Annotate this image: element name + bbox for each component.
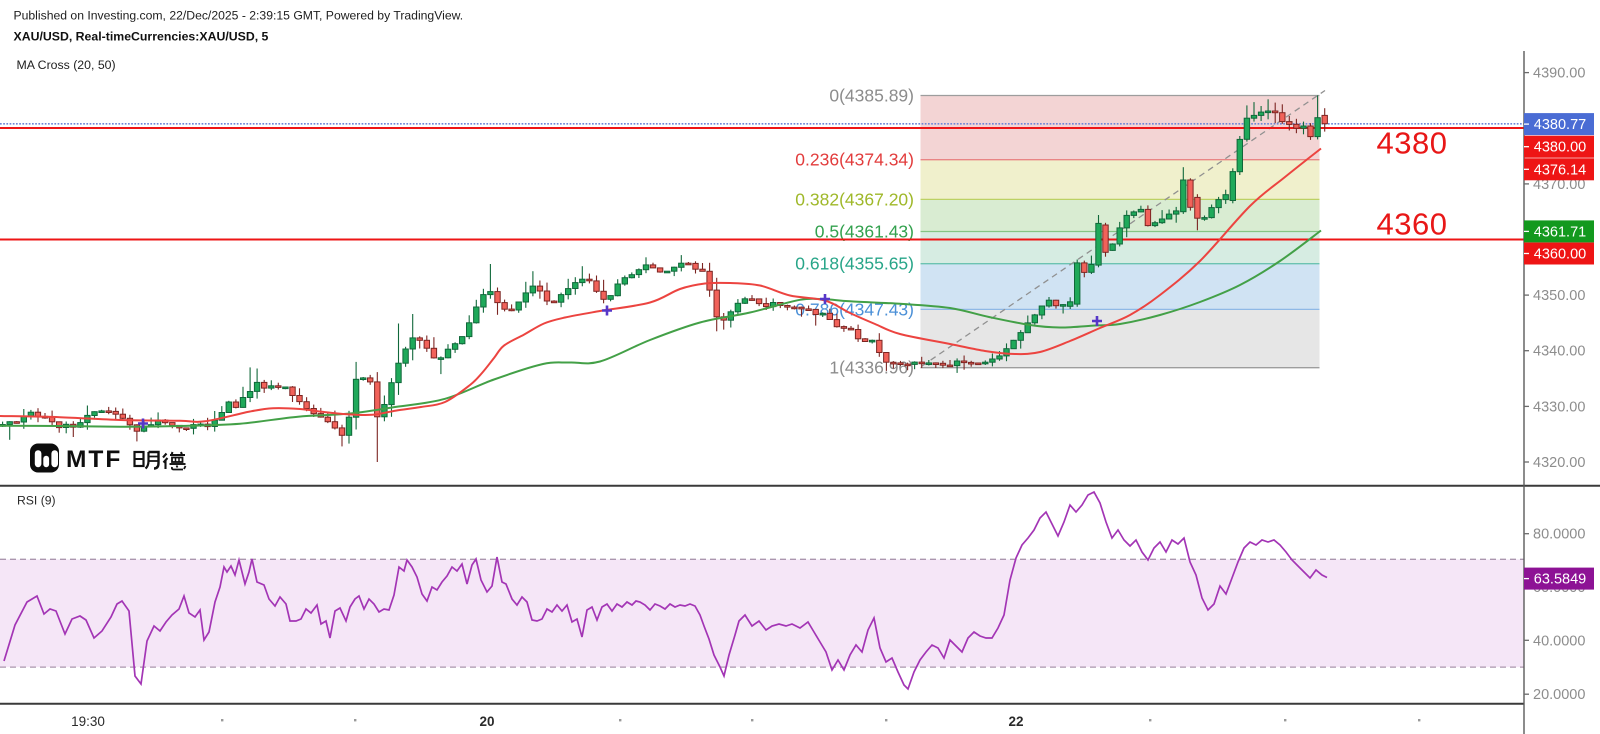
svg-text:XAU/USD, Real-timeCurrencies:X: XAU/USD, Real-timeCurrencies:XAU/USD, 5 bbox=[14, 30, 269, 44]
svg-text:4380.77: 4380.77 bbox=[1534, 117, 1586, 133]
svg-text:22: 22 bbox=[1008, 714, 1023, 729]
svg-text:MA Cross (20, 50): MA Cross (20, 50) bbox=[17, 58, 116, 72]
svg-text:4390.00: 4390.00 bbox=[1533, 66, 1585, 82]
svg-text:4360: 4360 bbox=[1377, 207, 1448, 242]
svg-text:0.382(4367.20): 0.382(4367.20) bbox=[795, 189, 914, 209]
svg-text:4361.71: 4361.71 bbox=[1534, 224, 1586, 240]
svg-text:63.5849: 63.5849 bbox=[1534, 572, 1586, 588]
svg-text:MTF: MTF bbox=[66, 446, 122, 473]
svg-text:4360.00: 4360.00 bbox=[1534, 247, 1586, 263]
svg-text:0.236(4374.34): 0.236(4374.34) bbox=[795, 150, 914, 170]
svg-text:20: 20 bbox=[479, 714, 494, 729]
svg-text:80.0000: 80.0000 bbox=[1533, 527, 1585, 543]
svg-text:4380: 4380 bbox=[1377, 126, 1448, 161]
svg-text:4370.00: 4370.00 bbox=[1533, 177, 1585, 193]
svg-text:4320.00: 4320.00 bbox=[1533, 455, 1585, 471]
svg-text:0.5(4361.43): 0.5(4361.43) bbox=[815, 222, 914, 242]
svg-text:4350.00: 4350.00 bbox=[1533, 288, 1585, 304]
svg-text:4340.00: 4340.00 bbox=[1533, 344, 1585, 360]
svg-text:0.618(4355.65): 0.618(4355.65) bbox=[795, 254, 914, 274]
svg-text:1(4336.96): 1(4336.96) bbox=[829, 358, 914, 378]
svg-text:40.0000: 40.0000 bbox=[1533, 633, 1585, 649]
svg-text:19:30: 19:30 bbox=[71, 714, 105, 729]
svg-text:0(4385.89): 0(4385.89) bbox=[829, 86, 914, 106]
svg-text:20.0000: 20.0000 bbox=[1533, 687, 1585, 703]
svg-text:Published on Investing.com, 22: Published on Investing.com, 22/Dec/2025 … bbox=[14, 9, 464, 23]
svg-text:4380.00: 4380.00 bbox=[1534, 140, 1586, 156]
svg-text:RSI (9): RSI (9) bbox=[17, 494, 56, 508]
svg-text:4330.00: 4330.00 bbox=[1533, 399, 1585, 415]
svg-text:4376.14: 4376.14 bbox=[1534, 162, 1586, 178]
